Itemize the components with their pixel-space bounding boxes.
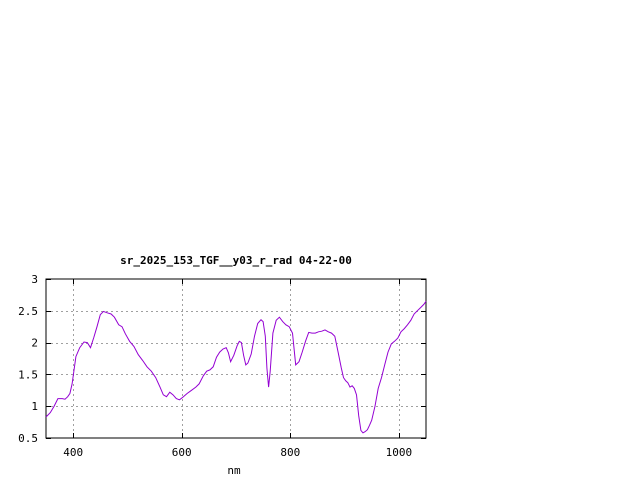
x-tick-label: 1000 — [386, 446, 413, 459]
chart-title: sr_2025_153_TGF__y03_r_rad 04-22-00 — [120, 254, 352, 267]
x-tick-labels: 400 600 800 1000 — [63, 446, 412, 459]
x-axis-label: nm — [227, 464, 241, 477]
x-tick-label: 800 — [280, 446, 300, 459]
axis-ticks — [46, 279, 426, 439]
y-tick-label: 2.5 — [18, 305, 38, 318]
y-tick-label: 1 — [31, 400, 38, 413]
x-tick-label: 600 — [172, 446, 192, 459]
y-tick-label: 2 — [31, 337, 38, 350]
y-tick-label: 3 — [31, 273, 38, 286]
plot-frame — [45, 278, 427, 439]
y-tick-label: 0.5 — [18, 432, 38, 445]
y-tick-labels: 0.5 1 1.5 2 2.5 3 — [18, 273, 38, 445]
y-tick-label: 1.5 — [18, 368, 38, 381]
grid-lines — [46, 279, 426, 438]
x-tick-label: 400 — [63, 446, 83, 459]
series-line — [45, 301, 427, 434]
